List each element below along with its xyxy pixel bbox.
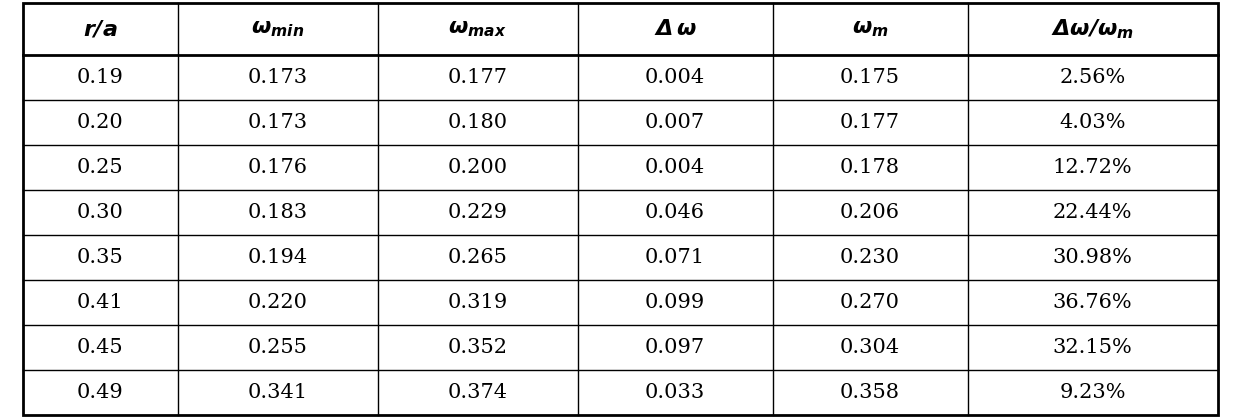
Text: 0.229: 0.229 (448, 203, 507, 222)
Text: 0.304: 0.304 (839, 338, 900, 357)
Text: 0.19: 0.19 (77, 68, 124, 87)
Text: 0.319: 0.319 (448, 293, 507, 312)
Text: 0.270: 0.270 (839, 293, 900, 312)
Text: 0.358: 0.358 (839, 383, 900, 402)
Text: 0.033: 0.033 (645, 383, 706, 402)
Text: 0.177: 0.177 (839, 113, 900, 132)
Text: 0.099: 0.099 (645, 293, 706, 312)
Text: 0.004: 0.004 (645, 158, 706, 177)
Text: 0.183: 0.183 (248, 203, 308, 222)
Text: 0.046: 0.046 (645, 203, 706, 222)
Text: 0.177: 0.177 (448, 68, 507, 87)
Text: 0.25: 0.25 (77, 158, 123, 177)
Text: $\bfit{\Delta\,\omega}$: $\bfit{\Delta\,\omega}$ (653, 19, 697, 39)
Text: 12.72%: 12.72% (1053, 158, 1132, 177)
Text: 2.56%: 2.56% (1059, 68, 1126, 87)
Text: 32.15%: 32.15% (1053, 338, 1132, 357)
Text: $\bfit{\Delta\omega/\omega_m}$: $\bfit{\Delta\omega/\omega_m}$ (1052, 17, 1133, 41)
Text: $\bfit{r/a}$: $\bfit{r/a}$ (83, 18, 118, 39)
Text: 30.98%: 30.98% (1053, 248, 1132, 267)
Text: 0.175: 0.175 (839, 68, 900, 87)
Text: 0.220: 0.220 (248, 293, 308, 312)
Text: 0.071: 0.071 (645, 248, 706, 267)
Text: 22.44%: 22.44% (1053, 203, 1132, 222)
Text: 0.41: 0.41 (77, 293, 123, 312)
Text: $\bfit{\omega}_{max}$: $\bfit{\omega}_{max}$ (448, 19, 507, 39)
Text: 4.03%: 4.03% (1059, 113, 1126, 132)
Text: 0.200: 0.200 (448, 158, 507, 177)
Text: 0.30: 0.30 (77, 203, 124, 222)
Text: 0.173: 0.173 (248, 68, 308, 87)
Text: 0.374: 0.374 (448, 383, 507, 402)
Text: $\bfit{\omega}_{min}$: $\bfit{\omega}_{min}$ (250, 19, 304, 39)
Text: 0.255: 0.255 (248, 338, 308, 357)
Text: 0.097: 0.097 (645, 338, 706, 357)
Text: 0.45: 0.45 (77, 338, 123, 357)
Text: 0.007: 0.007 (645, 113, 706, 132)
Text: 0.176: 0.176 (248, 158, 308, 177)
Text: 0.49: 0.49 (77, 383, 123, 402)
Text: 0.265: 0.265 (448, 248, 507, 267)
Text: 0.178: 0.178 (839, 158, 900, 177)
Text: 0.180: 0.180 (448, 113, 507, 132)
Text: 9.23%: 9.23% (1059, 383, 1126, 402)
Text: 0.341: 0.341 (248, 383, 308, 402)
Text: 0.352: 0.352 (448, 338, 507, 357)
Text: 0.173: 0.173 (248, 113, 308, 132)
Text: 0.194: 0.194 (248, 248, 308, 267)
Text: 36.76%: 36.76% (1053, 293, 1132, 312)
Text: $\bfit{\omega}_{m}$: $\bfit{\omega}_{m}$ (852, 19, 888, 39)
Text: 0.20: 0.20 (77, 113, 123, 132)
Text: 0.004: 0.004 (645, 68, 706, 87)
Text: 0.35: 0.35 (77, 248, 123, 267)
Text: 0.230: 0.230 (839, 248, 900, 267)
Text: 0.206: 0.206 (839, 203, 900, 222)
